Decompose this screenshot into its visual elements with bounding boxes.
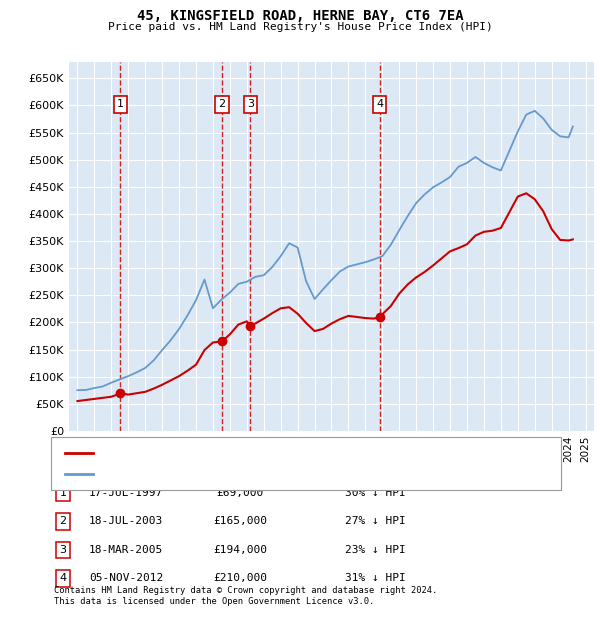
Text: 05-NOV-2012: 05-NOV-2012 <box>89 574 163 583</box>
Text: 1: 1 <box>117 99 124 109</box>
Text: 1: 1 <box>59 488 67 498</box>
Text: 45, KINGSFIELD ROAD, HERNE BAY, CT6 7EA: 45, KINGSFIELD ROAD, HERNE BAY, CT6 7EA <box>137 9 463 24</box>
Text: 30% ↓ HPI: 30% ↓ HPI <box>345 488 406 498</box>
Text: £165,000: £165,000 <box>213 516 267 526</box>
Text: £194,000: £194,000 <box>213 545 267 555</box>
Text: 4: 4 <box>376 99 383 109</box>
Text: 31% ↓ HPI: 31% ↓ HPI <box>345 574 406 583</box>
Text: Contains HM Land Registry data © Crown copyright and database right 2024.: Contains HM Land Registry data © Crown c… <box>54 586 437 595</box>
Text: This data is licensed under the Open Government Licence v3.0.: This data is licensed under the Open Gov… <box>54 597 374 606</box>
Text: 2: 2 <box>59 516 67 526</box>
Text: 18-JUL-2003: 18-JUL-2003 <box>89 516 163 526</box>
Text: 4: 4 <box>59 574 67 583</box>
Text: 17-JUL-1997: 17-JUL-1997 <box>89 488 163 498</box>
Text: 3: 3 <box>59 545 67 555</box>
Text: 23% ↓ HPI: 23% ↓ HPI <box>345 545 406 555</box>
Text: £210,000: £210,000 <box>213 574 267 583</box>
Text: 2: 2 <box>218 99 226 109</box>
Text: 3: 3 <box>247 99 254 109</box>
Text: Price paid vs. HM Land Registry's House Price Index (HPI): Price paid vs. HM Land Registry's House … <box>107 22 493 32</box>
Text: £69,000: £69,000 <box>217 488 263 498</box>
Text: 45, KINGSFIELD ROAD, HERNE BAY, CT6 7EA (detached house): 45, KINGSFIELD ROAD, HERNE BAY, CT6 7EA … <box>97 448 433 458</box>
Text: 18-MAR-2005: 18-MAR-2005 <box>89 545 163 555</box>
Text: HPI: Average price, detached house, Canterbury: HPI: Average price, detached house, Cant… <box>97 469 373 479</box>
Text: 27% ↓ HPI: 27% ↓ HPI <box>345 516 406 526</box>
